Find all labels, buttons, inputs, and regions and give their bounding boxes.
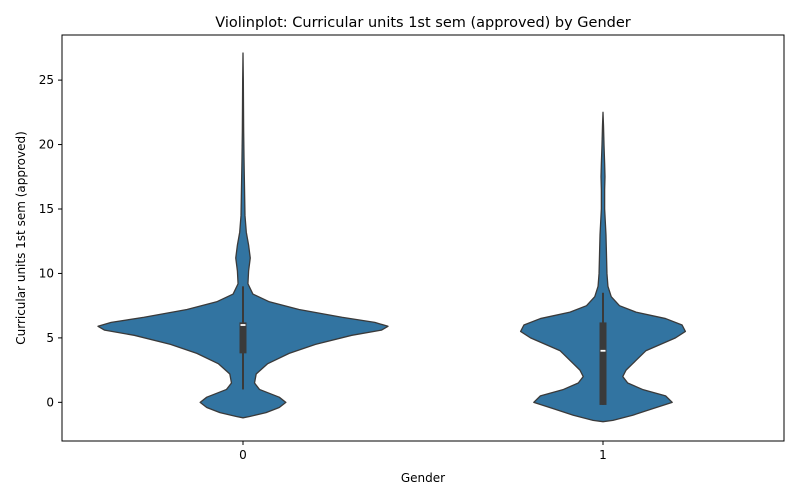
x-axis-label: Gender [401, 471, 445, 485]
y-tick-label: 0 [46, 395, 54, 409]
iqr-box-0 [239, 322, 247, 354]
y-tick-label: 20 [39, 138, 54, 152]
plot-frame [61, 34, 785, 442]
violins-layer [97, 52, 687, 423]
x-tick-label: 0 [239, 448, 247, 462]
x-tick-label: 1 [599, 448, 607, 462]
violin-body-0 [97, 52, 389, 419]
violin-body-1 [519, 111, 687, 423]
chart-title: Violinplot: Curricular units 1st sem (ap… [215, 15, 631, 31]
y-tick-label: 5 [46, 331, 54, 345]
y-tick-label: 15 [39, 202, 54, 216]
y-axis: 0 5 10 15 20 25 [39, 73, 62, 409]
y-axis-label: Curricular units 1st sem (approved) [14, 131, 28, 345]
y-tick-label: 25 [39, 73, 54, 87]
iqr-box-1 [599, 322, 607, 405]
y-tick-label: 10 [39, 266, 54, 280]
